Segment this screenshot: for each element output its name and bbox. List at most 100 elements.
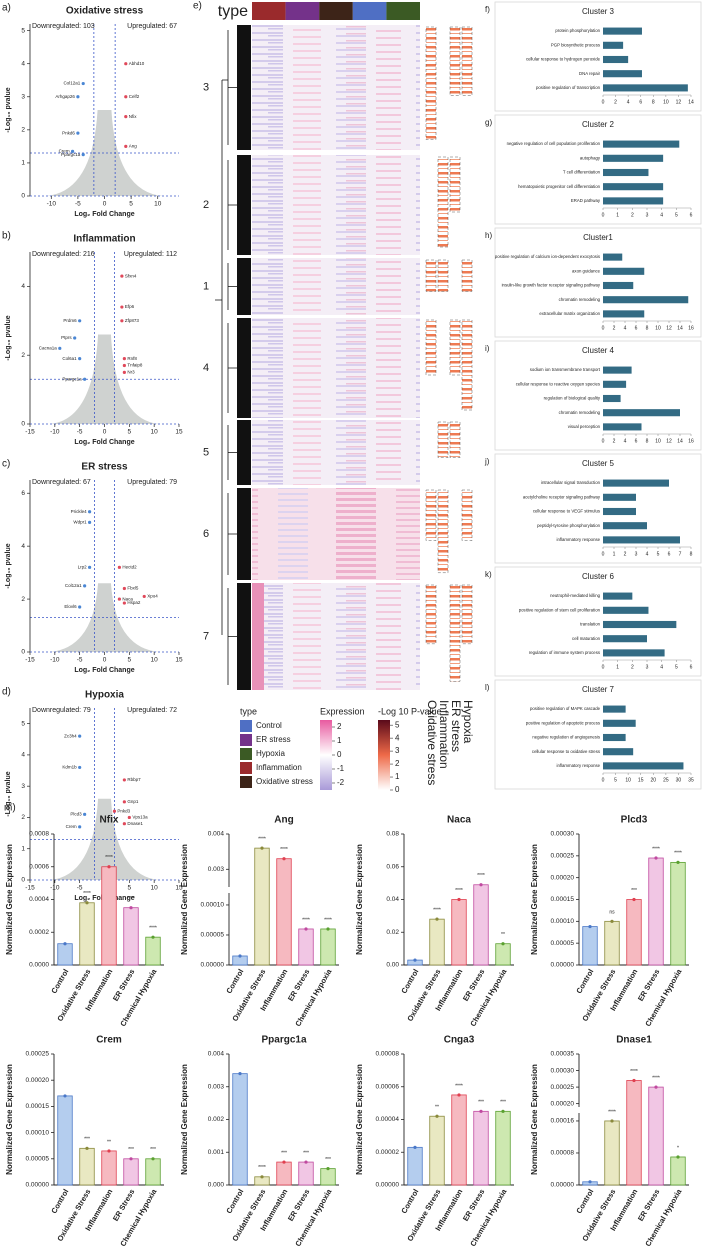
significance-label: **** [608, 1109, 616, 1115]
bar [57, 943, 73, 966]
type-bar [386, 2, 420, 20]
y-axis-label: Normalized Gene Expression [180, 844, 189, 955]
x-tick-label: 5 [128, 885, 132, 892]
pvalue-column-label: Oxidative stress [425, 700, 439, 785]
x-tick-label: 3 [646, 664, 649, 670]
y-tick-label: 0.00020 [26, 1077, 50, 1084]
cluster-label: 4 [203, 362, 209, 374]
category-label: chromatin remodeling [559, 410, 601, 415]
mean-point [151, 935, 155, 939]
y-tick-label: 1 [21, 845, 25, 852]
mean-point [282, 1160, 286, 1164]
category-label: Control [399, 967, 420, 995]
y-tick-label: 0.00025 [551, 853, 575, 860]
legend-swatch [240, 734, 252, 746]
category-label: Control [574, 1187, 595, 1215]
x-tick-label: -10 [50, 657, 60, 664]
chart-title: Crem [96, 1035, 122, 1046]
gene-label: Celf2 [129, 94, 140, 99]
legend-label: Inflammation [256, 763, 302, 772]
colorbar-tick-label: 3 [395, 746, 400, 755]
y-tick-label: 0.0000 [29, 962, 49, 969]
y-tick-label: 0.00008 [551, 1150, 575, 1157]
mean-point [457, 897, 461, 902]
x-tick-label: 6 [635, 438, 638, 444]
bar [320, 1168, 336, 1186]
chart-title: Naca [447, 815, 471, 826]
y-axis-label: -Log₁₀ pvalue [5, 315, 12, 360]
x-tick-label: 20 [651, 777, 657, 783]
bar [603, 620, 677, 629]
x-tick-label: 10 [625, 777, 631, 783]
x-tick-label: -5 [75, 201, 81, 208]
chart-title: Ang [274, 815, 293, 826]
y-tick-label: 0.001 [208, 1149, 225, 1156]
bar [603, 507, 636, 516]
x-tick-label: 4 [660, 212, 663, 218]
x-tick-label: 10 [663, 99, 669, 105]
panel-frame [494, 227, 702, 338]
x-tick-label: 6 [635, 325, 638, 331]
gene-point [124, 144, 128, 148]
colorbar-tick-label: 5 [395, 720, 400, 729]
y-tick-label: 0.003 [208, 1083, 225, 1090]
cluster-label: 3 [203, 81, 209, 93]
legend-label: Oxidative stress [256, 777, 313, 786]
gene-label: Tnfaip8 [127, 363, 143, 368]
bar [603, 380, 627, 388]
gene-point [127, 815, 131, 820]
heatmap-block [252, 258, 420, 315]
bar [603, 493, 636, 501]
up-count: Upregulated: 72 [127, 707, 177, 714]
y-axis-label: -Log₁₀ pvalue [5, 87, 12, 132]
category-label: ERAD pathway [571, 198, 601, 203]
gene-label: Prdm6 [63, 318, 77, 323]
cluster-label: 7 [203, 630, 209, 642]
y-tick-label: 2 [21, 127, 25, 134]
gene-label: Wdpr1 [73, 520, 87, 525]
significance-label: **** [674, 851, 682, 857]
bar [603, 705, 626, 713]
bar [123, 907, 139, 966]
y-tick-label: 0 [21, 649, 25, 656]
x-tick-label: -5 [77, 885, 83, 892]
x-tick-label: 2 [613, 438, 616, 444]
category-label: PGP biosynthetic process [551, 42, 600, 47]
pvalue-block [461, 259, 473, 292]
colorbar-tick-label: 2 [337, 722, 342, 731]
x-tick-label: 0 [602, 99, 605, 105]
significance-label: *** [303, 1150, 309, 1156]
chart-title: Cluster 3 [582, 7, 615, 16]
gene-label: Vps13a [132, 815, 148, 820]
chart-title: Cluster 2 [582, 120, 615, 129]
mean-point [85, 1146, 89, 1150]
gene-point [142, 594, 146, 599]
x-tick-label: 7 [679, 551, 682, 557]
category-label: inflammatory response [557, 763, 601, 768]
y-axis-label: -Log₁₀ pvalue [5, 543, 12, 588]
type-header: type [218, 3, 248, 20]
category-label: translation [580, 622, 600, 627]
x-tick-label: 4 [624, 438, 627, 444]
significance-label: ** [107, 1139, 111, 1145]
y-axis-label: Normalized Gene Expression [180, 1064, 189, 1175]
bar [603, 197, 664, 205]
cluster-label: 6 [203, 528, 209, 540]
y-axis-label: Normalized Gene Expression [5, 844, 14, 955]
gene-label: Hspa2 [127, 600, 141, 605]
significance-label: *** [631, 888, 637, 894]
gene-label: Col12a1 [63, 81, 80, 86]
bar [670, 1156, 686, 1186]
down-count: Downregulated: 216 [32, 251, 95, 258]
gene-label: Abhd10 [129, 61, 145, 66]
colorbar-tick-label: -2 [337, 778, 345, 787]
bar [603, 366, 632, 374]
panel-label: f) [485, 5, 490, 14]
category-label: visual perception [568, 424, 601, 429]
y-tick-label: 0.004 [208, 831, 225, 838]
mean-point [238, 954, 242, 958]
expression-title: Expression [320, 706, 365, 716]
gene-point [83, 812, 87, 816]
x-tick-label: 1 [613, 551, 616, 557]
